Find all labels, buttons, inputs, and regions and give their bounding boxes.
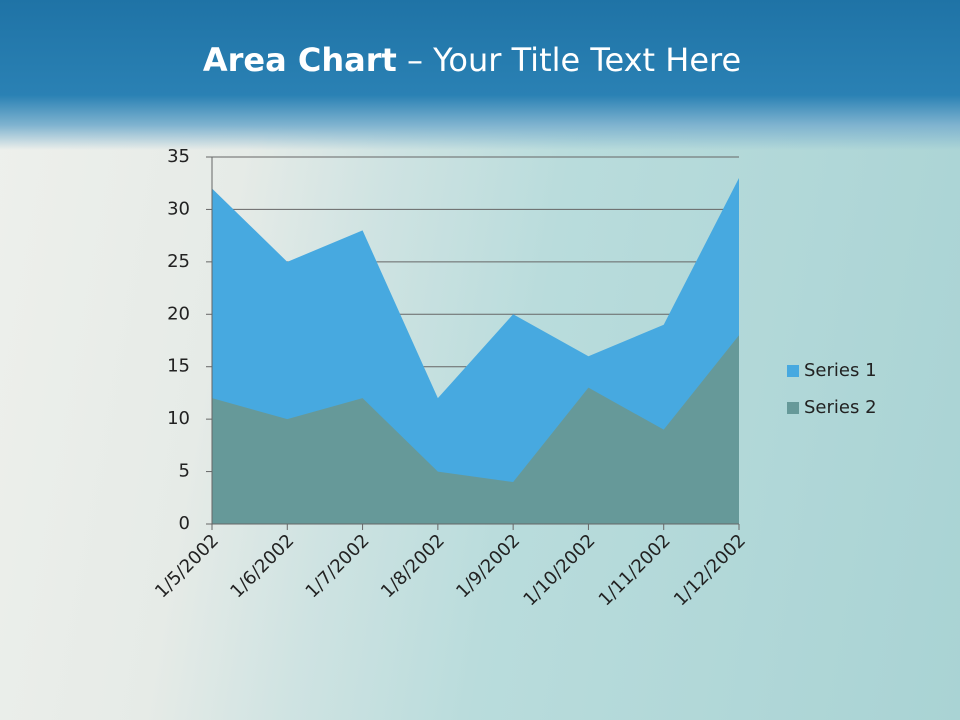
legend-label: Series 1 xyxy=(804,360,877,381)
x-tick-label: 1/7/2002 xyxy=(302,530,374,602)
slide-title: Area Chart – Your Title Text Here xyxy=(203,41,741,79)
x-tick-label: 1/6/2002 xyxy=(226,530,298,602)
y-tick-label: 25 xyxy=(167,251,190,272)
title-rest: – Your Title Text Here xyxy=(407,41,741,79)
y-tick-label: 30 xyxy=(167,198,190,219)
x-tick-label: 1/11/2002 xyxy=(595,530,675,610)
y-tick-label: 35 xyxy=(167,146,190,167)
x-tick-label: 1/9/2002 xyxy=(452,530,524,602)
x-tick-label: 1/8/2002 xyxy=(377,530,449,602)
y-tick-label: 10 xyxy=(167,408,190,429)
y-tick-label: 0 xyxy=(179,513,190,534)
title-bold: Area Chart xyxy=(203,41,397,79)
y-tick-label: 5 xyxy=(179,461,190,482)
legend-label: Series 2 xyxy=(804,397,877,418)
legend-swatch xyxy=(787,365,799,377)
legend-swatch xyxy=(787,402,799,414)
x-tick-label: 1/5/2002 xyxy=(151,530,223,602)
area xyxy=(212,335,739,524)
x-tick-label: 1/10/2002 xyxy=(519,530,599,610)
y-tick-label: 15 xyxy=(167,356,190,377)
y-tick-label: 20 xyxy=(167,303,190,324)
x-tick-label: 1/12/2002 xyxy=(670,530,750,610)
